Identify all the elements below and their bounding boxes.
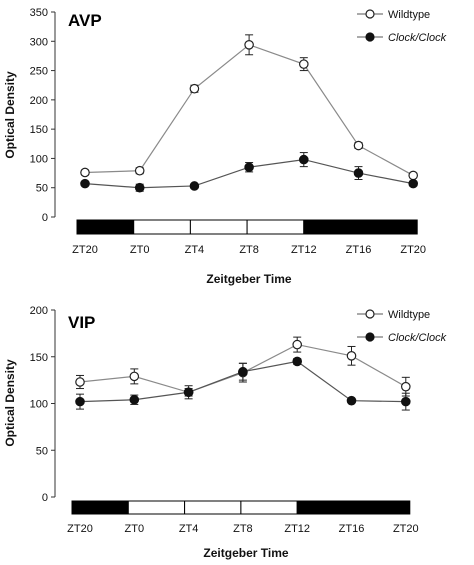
avp-clock-point: [244, 162, 254, 173]
avp-x-tick-label: ZT8: [239, 244, 259, 256]
avp-clock-point: [408, 178, 418, 189]
vip-panel: Optical Density 0 50 100 150 200 VIP Wildtyp…: [3, 305, 447, 560]
avp-legend-wildtype-marker: [365, 9, 375, 19]
vip-x-tick-label: ZT16: [339, 523, 365, 535]
vip-legend-wildtype: Wildtype: [388, 309, 430, 321]
vip-legend-clock-marker: [365, 332, 375, 342]
avp-y-axis-label: Optical Density: [3, 71, 17, 159]
vip-clock-point: [292, 356, 302, 367]
vip-x-ticks: ZT20 ZT0 ZT4 ZT8 ZT12 ZT16 ZT20: [67, 523, 418, 535]
vip-light-phase-segment: [127, 500, 186, 515]
vip-panel-title: VIP: [68, 313, 95, 332]
vip-x-tick-label: ZT20: [393, 523, 419, 535]
avp-dark-phase-segment: [303, 219, 361, 235]
avp-clock-point: [298, 154, 309, 165]
avp-wildtype-point: [244, 39, 254, 50]
vip-x-tick-label: ZT4: [179, 523, 199, 535]
vip-dark-phase-segment: [71, 500, 129, 515]
avp-wildtype-point: [134, 165, 145, 176]
avp-wildtype-point: [353, 140, 364, 151]
avp-wildtype-point: [189, 83, 200, 94]
avp-y-tick-label: 300: [30, 36, 48, 48]
avp-wildtype-point: [298, 59, 309, 69]
avp-x-tick-label: ZT0: [130, 244, 150, 256]
vip-legend: Wildtype Clock/Clock: [357, 309, 447, 344]
avp-legend-clock: Clock/Clock: [388, 32, 447, 44]
avp-legend: Wildtype Clock/Clock: [357, 9, 447, 44]
avp-light-phase-segment: [189, 219, 248, 235]
vip-light-dark-bar: [71, 500, 411, 515]
avp-clock-point: [134, 182, 145, 193]
vip-legend-clock: Clock/Clock: [388, 332, 447, 344]
avp-wildtype-point: [80, 167, 90, 178]
vip-wildtype-point: [75, 377, 85, 387]
vip-wildtype-point: [129, 371, 140, 382]
avp-panel-title: AVP: [68, 11, 102, 30]
avp-y-tick-label: 200: [30, 95, 48, 107]
vip-y-tick-label: 100: [30, 399, 48, 411]
vip-wildtype-point: [400, 381, 411, 392]
vip-legend-wildtype-marker: [365, 309, 375, 319]
vip-x-tick-label: ZT0: [125, 523, 145, 535]
avp-light-dark-bar: [76, 219, 418, 235]
vip-y-tick-label: 50: [36, 445, 48, 457]
avp-x-tick-label: ZT4: [185, 244, 205, 256]
vip-y-axis-label: Optical Density: [3, 359, 17, 447]
vip-clock-point: [183, 387, 194, 398]
avp-x-tick-label: ZT16: [346, 244, 372, 256]
vip-x-tick-label: ZT12: [284, 523, 310, 535]
avp-x-tick-label: ZT20: [400, 244, 426, 256]
vip-clock-point: [75, 396, 85, 407]
avp-x-tick-label: ZT20: [72, 244, 98, 256]
avp-y-ticks: 0 50 100 150 200 250 300 350: [30, 7, 56, 224]
vip-clock-point: [346, 395, 357, 406]
vip-x-axis-label: Zeitgeber Time: [203, 546, 288, 560]
avp-y-tick-label: 0: [42, 212, 48, 224]
avp-light-phase-segment: [246, 219, 305, 235]
avp-dark-phase-segment: [360, 219, 418, 235]
vip-wildtype-point: [346, 351, 357, 361]
avp-panel: Optical Density 0 50 100 150 200 250 300 350 AV…: [3, 7, 447, 286]
avp-y-tick-label: 150: [30, 124, 48, 136]
avp-y-tick-label: 100: [30, 153, 48, 165]
vip-x-tick-label: ZT8: [233, 523, 253, 535]
avp-light-phase-segment: [133, 219, 191, 235]
vip-x-tick-label: ZT20: [67, 523, 93, 535]
vip-clock-point: [129, 394, 140, 405]
avp-y-tick-label: 50: [36, 183, 48, 195]
avp-series-line-wildtype: [84, 44, 414, 176]
avp-clock-point: [353, 168, 364, 178]
avp-x-tick-label: ZT12: [291, 244, 317, 256]
avp-dark-phase-segment: [76, 219, 135, 235]
vip-clock-point: [238, 366, 248, 377]
vip-clock-point: [400, 396, 411, 407]
avp-legend-clock-marker: [365, 32, 375, 42]
avp-y-tick-label: 250: [30, 66, 48, 78]
avp-y-tick-label: 350: [30, 7, 48, 19]
avp-wildtype-point: [408, 170, 418, 181]
avp-clock-point: [80, 178, 90, 189]
vip-dark-phase-segment: [353, 500, 411, 515]
vip-dark-phase-segment: [296, 500, 355, 515]
vip-y-tick-label: 0: [42, 492, 48, 504]
avp-x-ticks: ZT20 ZT0 ZT4 ZT8 ZT12 ZT16 ZT20: [72, 244, 426, 256]
avp-clock-point: [189, 181, 200, 191]
avp-x-axis-label: Zeitgeber Time: [206, 272, 291, 286]
vip-y-tick-label: 200: [30, 305, 48, 317]
vip-y-ticks: 0 50 100 150 200: [30, 305, 56, 504]
vip-light-phase-segment: [184, 500, 242, 515]
avp-plot-area: [80, 34, 418, 193]
vip-light-phase-segment: [240, 500, 298, 515]
avp-legend-wildtype: Wildtype: [388, 9, 430, 21]
vip-y-tick-label: 150: [30, 352, 48, 364]
vip-wildtype-point: [292, 339, 302, 350]
vip-plot-area: [75, 336, 411, 411]
